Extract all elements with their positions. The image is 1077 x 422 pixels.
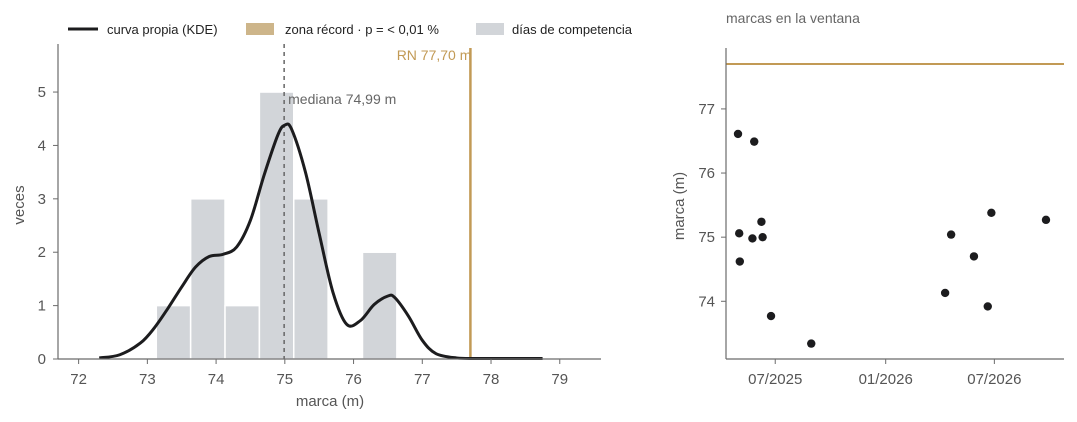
x-tick-label: 07/2025: [748, 371, 802, 388]
histogram-bar: [224, 304, 261, 360]
scatter-title: marcas en la ventana: [726, 10, 860, 26]
y-tick-label: 77: [698, 101, 715, 118]
scatter-point: [735, 229, 744, 238]
y-tick-label: 75: [698, 229, 715, 246]
scatter-point: [748, 234, 757, 243]
y-axis-label: marca (m): [671, 172, 688, 240]
histogram-bar: [361, 251, 398, 360]
scatter-point: [1041, 215, 1051, 225]
scatter-point: [758, 232, 767, 242]
histogram-bar: [155, 304, 192, 360]
y-axis-label: veces: [11, 185, 28, 224]
x-axis-label: marca (m): [296, 393, 364, 410]
scatter-point: [757, 217, 766, 226]
kde-curve: [99, 122, 543, 361]
histogram-bar: [258, 91, 295, 360]
histogram-panel: RN 77,70 m mediana 74,99 m 72 73 74 75 76 77 78 7…: [11, 44, 601, 410]
scatter-point: [750, 137, 759, 146]
scatter-point: [969, 252, 979, 261]
x-tick-label: 77: [414, 371, 431, 388]
record-label: RN 77,70 m: [397, 47, 472, 63]
y-tick-label: 0: [38, 351, 46, 368]
legend-label: curva propia (KDE): [107, 22, 218, 37]
y-tick-label: 5: [38, 84, 46, 101]
median-label: mediana 74,99 m: [288, 91, 396, 107]
x-tick-label: 79: [551, 371, 568, 388]
y-tick-label: 4: [38, 137, 46, 154]
scatter-point: [735, 257, 745, 266]
histogram-bar: [293, 198, 329, 360]
x-tick-label: 74: [208, 371, 225, 388]
scatter-point: [940, 288, 950, 298]
x-tick-label: 73: [139, 371, 156, 388]
x-tick-label: 78: [483, 371, 500, 388]
legend-swatch-competition-days: [476, 23, 504, 35]
legend-label: zona récord · p = < 0,01 %: [285, 22, 439, 37]
y-tick-label: 76: [698, 165, 715, 182]
histogram-bar: [189, 198, 226, 360]
x-tick-label: 75: [276, 371, 293, 388]
scatter-point: [733, 129, 743, 139]
scatter-point: [766, 311, 776, 321]
x-tick-label: 76: [345, 371, 362, 388]
legend-label: días de competencia: [512, 22, 633, 37]
x-tick-label: 01/2026: [859, 371, 913, 388]
y-tick-label: 3: [38, 191, 46, 208]
scatter-point: [946, 230, 956, 239]
scatter-point: [987, 208, 996, 217]
y-tick-label: 74: [698, 293, 715, 310]
scatter-point: [983, 302, 992, 311]
legend: curva propia (KDE) zona récord · p = < 0,…: [68, 22, 633, 37]
scatter-point: [807, 339, 816, 348]
x-tick-label: 72: [70, 371, 87, 388]
y-tick-label: 2: [38, 244, 46, 261]
x-tick-label: 07/2026: [967, 371, 1021, 388]
legend-swatch-record-zone: [246, 23, 274, 35]
scatter-panel: marcas en la ventana 07/2025 01/2026 07/202…: [671, 10, 1064, 388]
y-tick-label: 1: [38, 298, 46, 315]
